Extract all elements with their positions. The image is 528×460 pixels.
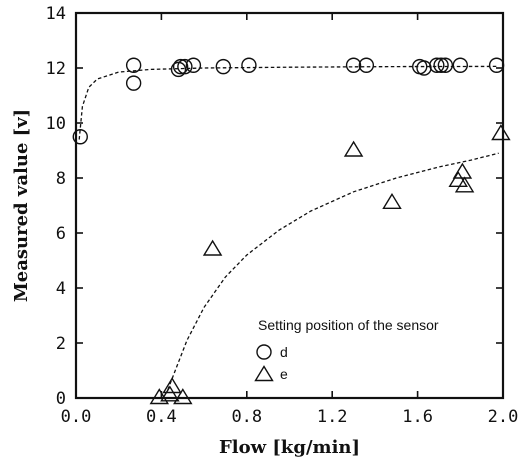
point-e <box>454 176 475 193</box>
y-tick-label: 0 <box>56 389 66 409</box>
y-tick-label: 6 <box>56 224 66 244</box>
x-tick-label: 0.8 <box>231 407 262 427</box>
x-tick-label: 0.0 <box>61 407 92 427</box>
plot-frame <box>74 11 505 400</box>
point-d <box>215 58 232 75</box>
x-tick-label: 0.4 <box>146 407 177 427</box>
point-d <box>185 57 202 73</box>
point-e <box>162 377 182 394</box>
legend-label-e: e <box>280 366 288 382</box>
point-d <box>433 57 449 73</box>
point-d <box>429 57 445 73</box>
point-d <box>125 75 142 91</box>
legend-marker-e <box>254 365 274 382</box>
y-axis-title: Measured value [v] <box>11 109 32 302</box>
legend-title: Setting position of the sensor <box>258 317 439 333</box>
legend-label-d: d <box>280 344 288 360</box>
y-tick-label: 10 <box>46 114 66 134</box>
x-axis-title: Flow [kg/min] <box>219 437 360 458</box>
point-e <box>160 385 180 402</box>
point-d <box>488 57 505 73</box>
y-tick-label: 2 <box>56 334 66 354</box>
point-e <box>448 170 468 188</box>
legend-marker-d <box>256 344 272 360</box>
axis-ticks: 0.0 0.4 0.8 1.2 1.6 2.0 0 2 4 6 8 10 12 14 <box>46 4 519 427</box>
point-e <box>343 140 364 157</box>
point-d <box>72 129 88 145</box>
data-points <box>72 57 511 405</box>
point-e <box>452 162 473 179</box>
point-e <box>491 124 511 141</box>
fit-curve-d <box>78 65 499 140</box>
point-d <box>172 58 189 75</box>
y-tick-label: 8 <box>56 169 66 189</box>
y-tick-label: 4 <box>56 279 66 299</box>
point-d <box>345 57 362 73</box>
y-tick-label: 14 <box>46 4 66 24</box>
point-e <box>173 388 193 405</box>
point-e <box>202 239 223 256</box>
fit-curves <box>78 65 499 391</box>
x-tick-label: 2.0 <box>488 407 519 427</box>
fit-curve-e <box>167 152 499 391</box>
x-tick-label: 1.2 <box>317 407 348 427</box>
point-d <box>358 57 375 73</box>
point-d <box>452 57 468 73</box>
point-d <box>241 57 257 73</box>
point-d <box>437 57 454 73</box>
point-e <box>382 192 402 210</box>
y-tick-label: 12 <box>46 59 66 79</box>
x-tick-label: 1.6 <box>402 407 433 427</box>
point-d <box>125 57 142 73</box>
legend: Setting position of the sensor de <box>254 317 439 382</box>
point-d <box>177 58 193 75</box>
